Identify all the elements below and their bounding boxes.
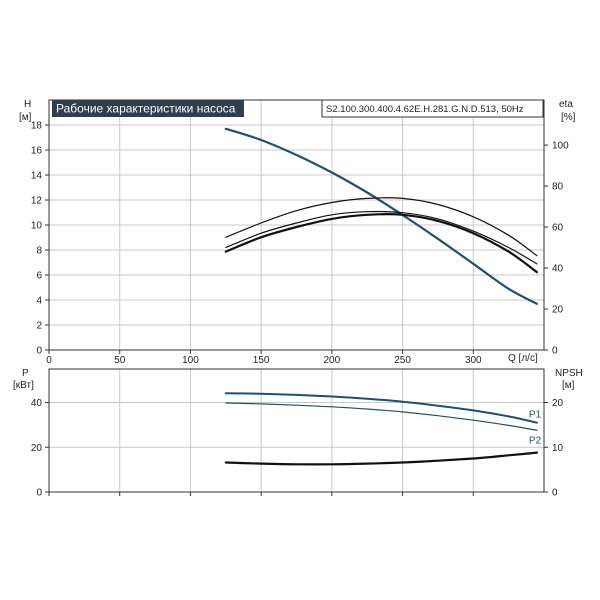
top-x-tick-label: 200 <box>324 355 341 366</box>
power-axis-unit: [кВт] <box>13 380 34 391</box>
top-series-line-2 <box>225 197 538 257</box>
bottom-left-tick-label: 0 <box>36 488 42 499</box>
chart-title-box <box>52 100 244 117</box>
top-left-tick-label: 0 <box>36 346 42 357</box>
top-left-tick-label: 2 <box>36 321 42 332</box>
top-chart-grid <box>49 100 544 350</box>
bottom-series-line-3 <box>224 451 538 466</box>
top-chart-ticks: 0 50 100 150 200 250 300 0 2 4 6 8 10 12 14 16 18 0 20 40 60… <box>31 121 569 367</box>
top-left-tick-label: 16 <box>31 146 43 157</box>
top-left-tick-label: 4 <box>36 296 42 307</box>
head-axis-label: H <box>24 99 31 110</box>
top-x-tick-label: 50 <box>114 355 126 366</box>
top-x-tick-label: 0 <box>46 355 52 366</box>
bottom-chart-frame <box>48 368 545 493</box>
top-x-tick-label: 100 <box>182 355 199 366</box>
eta-axis-label: eta <box>559 99 573 110</box>
bottom-chart-grid <box>49 369 544 492</box>
top-series-line-3 <box>225 210 538 265</box>
top-left-tick-label: 10 <box>31 221 43 232</box>
top-right-tick-label: 0 <box>552 346 558 357</box>
top-right-tick-label: 60 <box>552 223 564 234</box>
top-left-tick-label: 6 <box>36 271 42 282</box>
bottom-right-tick-label: 0 <box>552 488 558 499</box>
bottom-series-line-p1 <box>224 392 538 424</box>
head-axis-unit: [м] <box>19 112 32 123</box>
npsh-axis-label: NPSH <box>555 368 583 379</box>
bottom-chart-series: P1 P2 <box>224 392 542 466</box>
top-x-tick-label: 250 <box>394 355 411 366</box>
model-label-box <box>321 99 544 118</box>
top-chart-series <box>224 127 538 305</box>
top-left-tick-label: 18 <box>31 121 43 132</box>
bottom-series-label-p1: P1 <box>529 410 542 421</box>
flow-axis-label: Q [л/с] <box>508 353 538 364</box>
top-right-tick-label: 40 <box>552 264 564 275</box>
top-series-line-1 <box>224 127 538 305</box>
top-left-tick-label: 12 <box>31 196 43 207</box>
npsh-axis-unit: [м] <box>562 380 575 391</box>
bottom-left-tick-label: 20 <box>31 443 43 454</box>
bottom-chart-ticks: 0 20 40 0 10 20 <box>31 398 564 498</box>
top-right-tick-label: 20 <box>552 305 564 316</box>
model-label: S2.100.300.400.4.62E.H.281.G.N.D.513, 50… <box>326 104 524 115</box>
top-right-tick-label: 100 <box>552 141 569 152</box>
top-x-tick-label: 300 <box>465 355 482 366</box>
bottom-right-tick-label: 10 <box>552 443 564 454</box>
eta-axis-unit: [%] <box>561 112 576 123</box>
top-left-tick-label: 14 <box>31 171 43 182</box>
top-right-tick-label: 80 <box>552 182 564 193</box>
bottom-series-label-p2: P2 <box>529 435 542 446</box>
top-x-tick-label: 150 <box>253 355 270 366</box>
top-left-tick-label: 8 <box>36 246 42 257</box>
bottom-right-tick-label: 20 <box>552 398 564 409</box>
bottom-left-tick-label: 40 <box>31 398 43 409</box>
top-series-line-4 <box>224 213 538 274</box>
power-axis-label: P <box>22 368 29 379</box>
chart-title: Рабочие характеристики насоса <box>56 102 236 116</box>
bottom-series-line-p2 <box>225 402 538 431</box>
